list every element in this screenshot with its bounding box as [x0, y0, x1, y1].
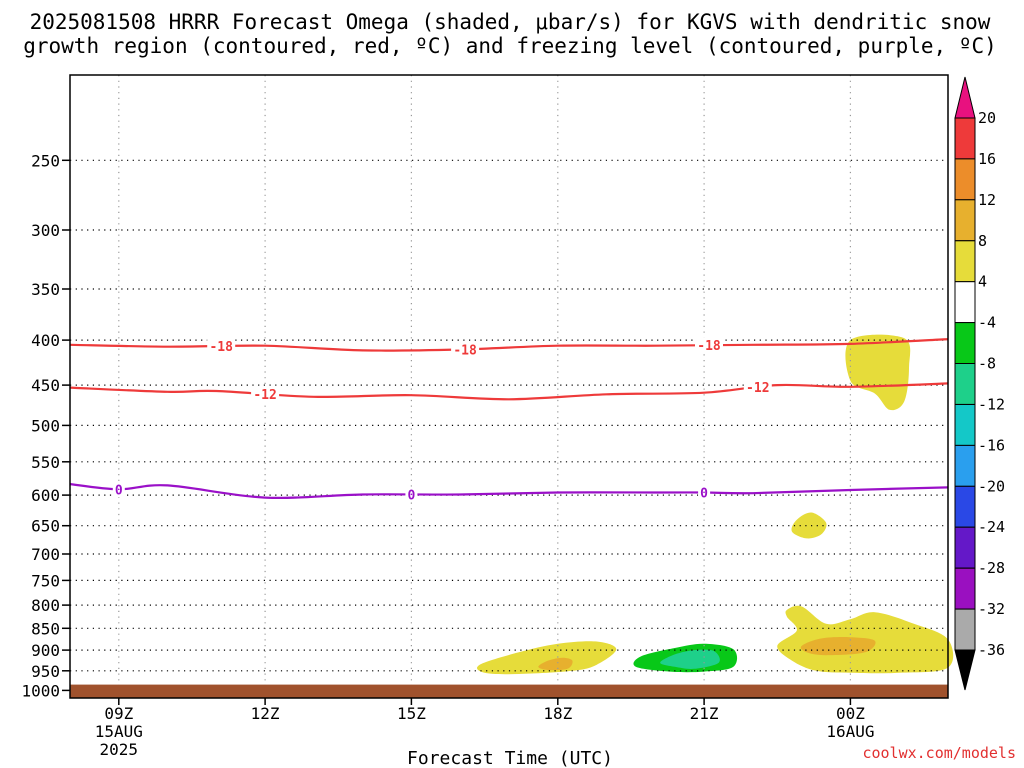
x-tick-date-00Z: 16AUG	[826, 722, 874, 741]
colorbar-label--36: -36	[978, 641, 1005, 659]
y-tick-label-350: 350	[31, 280, 60, 299]
dgz-contour--18-label-bg-0	[207, 338, 236, 355]
dgz-contour--18-label-bg-1	[451, 341, 480, 358]
colorbar-segment-3	[954, 240, 976, 283]
omega-region-3	[660, 649, 720, 669]
credit-text: coolwx.com/models	[862, 744, 1016, 762]
freezing-level-contour-label-bg-0	[112, 481, 125, 498]
plot-frame	[70, 75, 948, 698]
colorbar-segment-6	[954, 363, 976, 405]
colorbar-label--8: -8	[978, 355, 996, 373]
y-tick-label-400: 400	[31, 331, 60, 350]
y-tick-label-750: 750	[31, 571, 60, 590]
chart-title-line2: growth region (contoured, red, ºC) and f…	[23, 34, 997, 58]
dgz-contour--12-label-bg-1	[743, 379, 772, 396]
colorbar-label--16: -16	[978, 436, 1005, 454]
y-tick-label-450: 450	[31, 376, 60, 395]
y-tick-label-700: 700	[31, 545, 60, 564]
colorbar-segment-8	[954, 444, 976, 487]
x-tick-year-09Z: 2025	[100, 740, 139, 759]
dgz-contour--12-label-bg-0	[251, 385, 280, 402]
freezing-level-contour-label-bg-1	[405, 486, 418, 503]
x-tick-label-00Z: 00Z	[836, 704, 865, 723]
x-tick-date-09Z: 15AUG	[95, 722, 143, 741]
colorbar-label-20: 20	[978, 109, 996, 127]
colorbar-label-8: 8	[978, 232, 987, 250]
colorbar-label-4: 4	[978, 273, 987, 291]
y-tick-label-650: 650	[31, 517, 60, 536]
dgz-contour--18-label-bg-2	[695, 337, 723, 354]
y-tick-label-900: 900	[31, 641, 60, 660]
dgz-contour--18-label-1: -18	[453, 343, 477, 358]
colorbar-label--24: -24	[978, 518, 1005, 536]
y-tick-label-500: 500	[31, 416, 60, 435]
y-tick-label-1000: 1000	[21, 681, 60, 700]
omega-region-0	[476, 641, 617, 675]
contours: -18 -18 -18 -12 -12 0 0 0	[69, 337, 949, 504]
dgz-contour--18-label-0: -18	[209, 340, 233, 355]
x-tick-label-15Z: 15Z	[397, 704, 426, 723]
x-axis-label: Forecast Time (UTC)	[407, 748, 613, 768]
omega-region-1	[538, 657, 573, 671]
colorbar-label--28: -28	[978, 559, 1005, 577]
y-tick-label-300: 300	[31, 221, 60, 240]
dgz-contour--12-line	[69, 382, 949, 401]
colorbar-label-16: 16	[978, 150, 996, 168]
colorbar-label--12: -12	[978, 396, 1005, 414]
freezing-level-contour-label-2: 0	[700, 487, 708, 502]
colorbar-segment-0	[954, 117, 976, 160]
omega-region-4	[845, 334, 911, 411]
y-axis-ticks: 250 300 350 400 450 500 550 600 650 700 750 800 850 9…	[21, 151, 70, 700]
y-tick-label-250: 250	[31, 151, 60, 170]
omega-shading	[476, 334, 954, 675]
colorbar-top-arrow	[954, 76, 976, 119]
dgz-contour--12-label-1: -12	[746, 381, 769, 396]
colorbar-label--32: -32	[978, 600, 1005, 618]
x-tick-label-18Z: 18Z	[543, 704, 572, 723]
colorbar-segment-12	[954, 608, 976, 651]
omega-region-5	[791, 512, 827, 539]
x-tick-label-09Z: 09Z	[104, 704, 133, 723]
dgz-contour--18-label-2: -18	[697, 339, 721, 354]
freezing-level-contour-line	[69, 483, 949, 500]
colorbar-segment-9	[954, 485, 976, 528]
dgz-contour--12-label-0: -12	[253, 388, 276, 403]
colorbar-segment-2	[954, 199, 976, 242]
colorbar-label--20: -20	[978, 477, 1005, 495]
y-tick-label-850: 850	[31, 619, 60, 638]
colorbar-segment-11	[954, 567, 976, 610]
y-tick-label-550: 550	[31, 453, 60, 472]
chart-title-line1: 2025081508 HRRR Forecast Omega (shaded, …	[30, 10, 991, 34]
colorbar-segment-5	[954, 322, 976, 365]
x-tick-label-21Z: 21Z	[690, 704, 719, 723]
colorbar-bottom-arrow	[954, 649, 976, 691]
colorbar-segment-10	[954, 526, 976, 569]
x-tick-label-12Z: 12Z	[251, 704, 280, 723]
colorbar-label-12: 12	[978, 191, 996, 209]
plot-border	[69, 74, 949, 699]
colorbar-segment-7	[954, 404, 976, 446]
freezing-level-contour-label-1: 0	[407, 489, 415, 504]
omega-colorbar: 20 16 12 8 4 -4 -8 -12 -16 -20 -24 -28 -32 -36	[954, 76, 1005, 691]
colorbar-segment-1	[954, 158, 976, 201]
colorbar-label--4: -4	[978, 314, 996, 332]
y-tick-label-600: 600	[31, 486, 60, 505]
colorbar-segment-4	[954, 281, 976, 324]
y-tick-label-950: 950	[31, 662, 60, 681]
ground-level	[70, 684, 948, 698]
y-tick-label-800: 800	[31, 596, 60, 615]
freezing-level-contour-label-bg-2	[698, 484, 711, 501]
freezing-level-contour-label-0: 0	[115, 483, 123, 498]
